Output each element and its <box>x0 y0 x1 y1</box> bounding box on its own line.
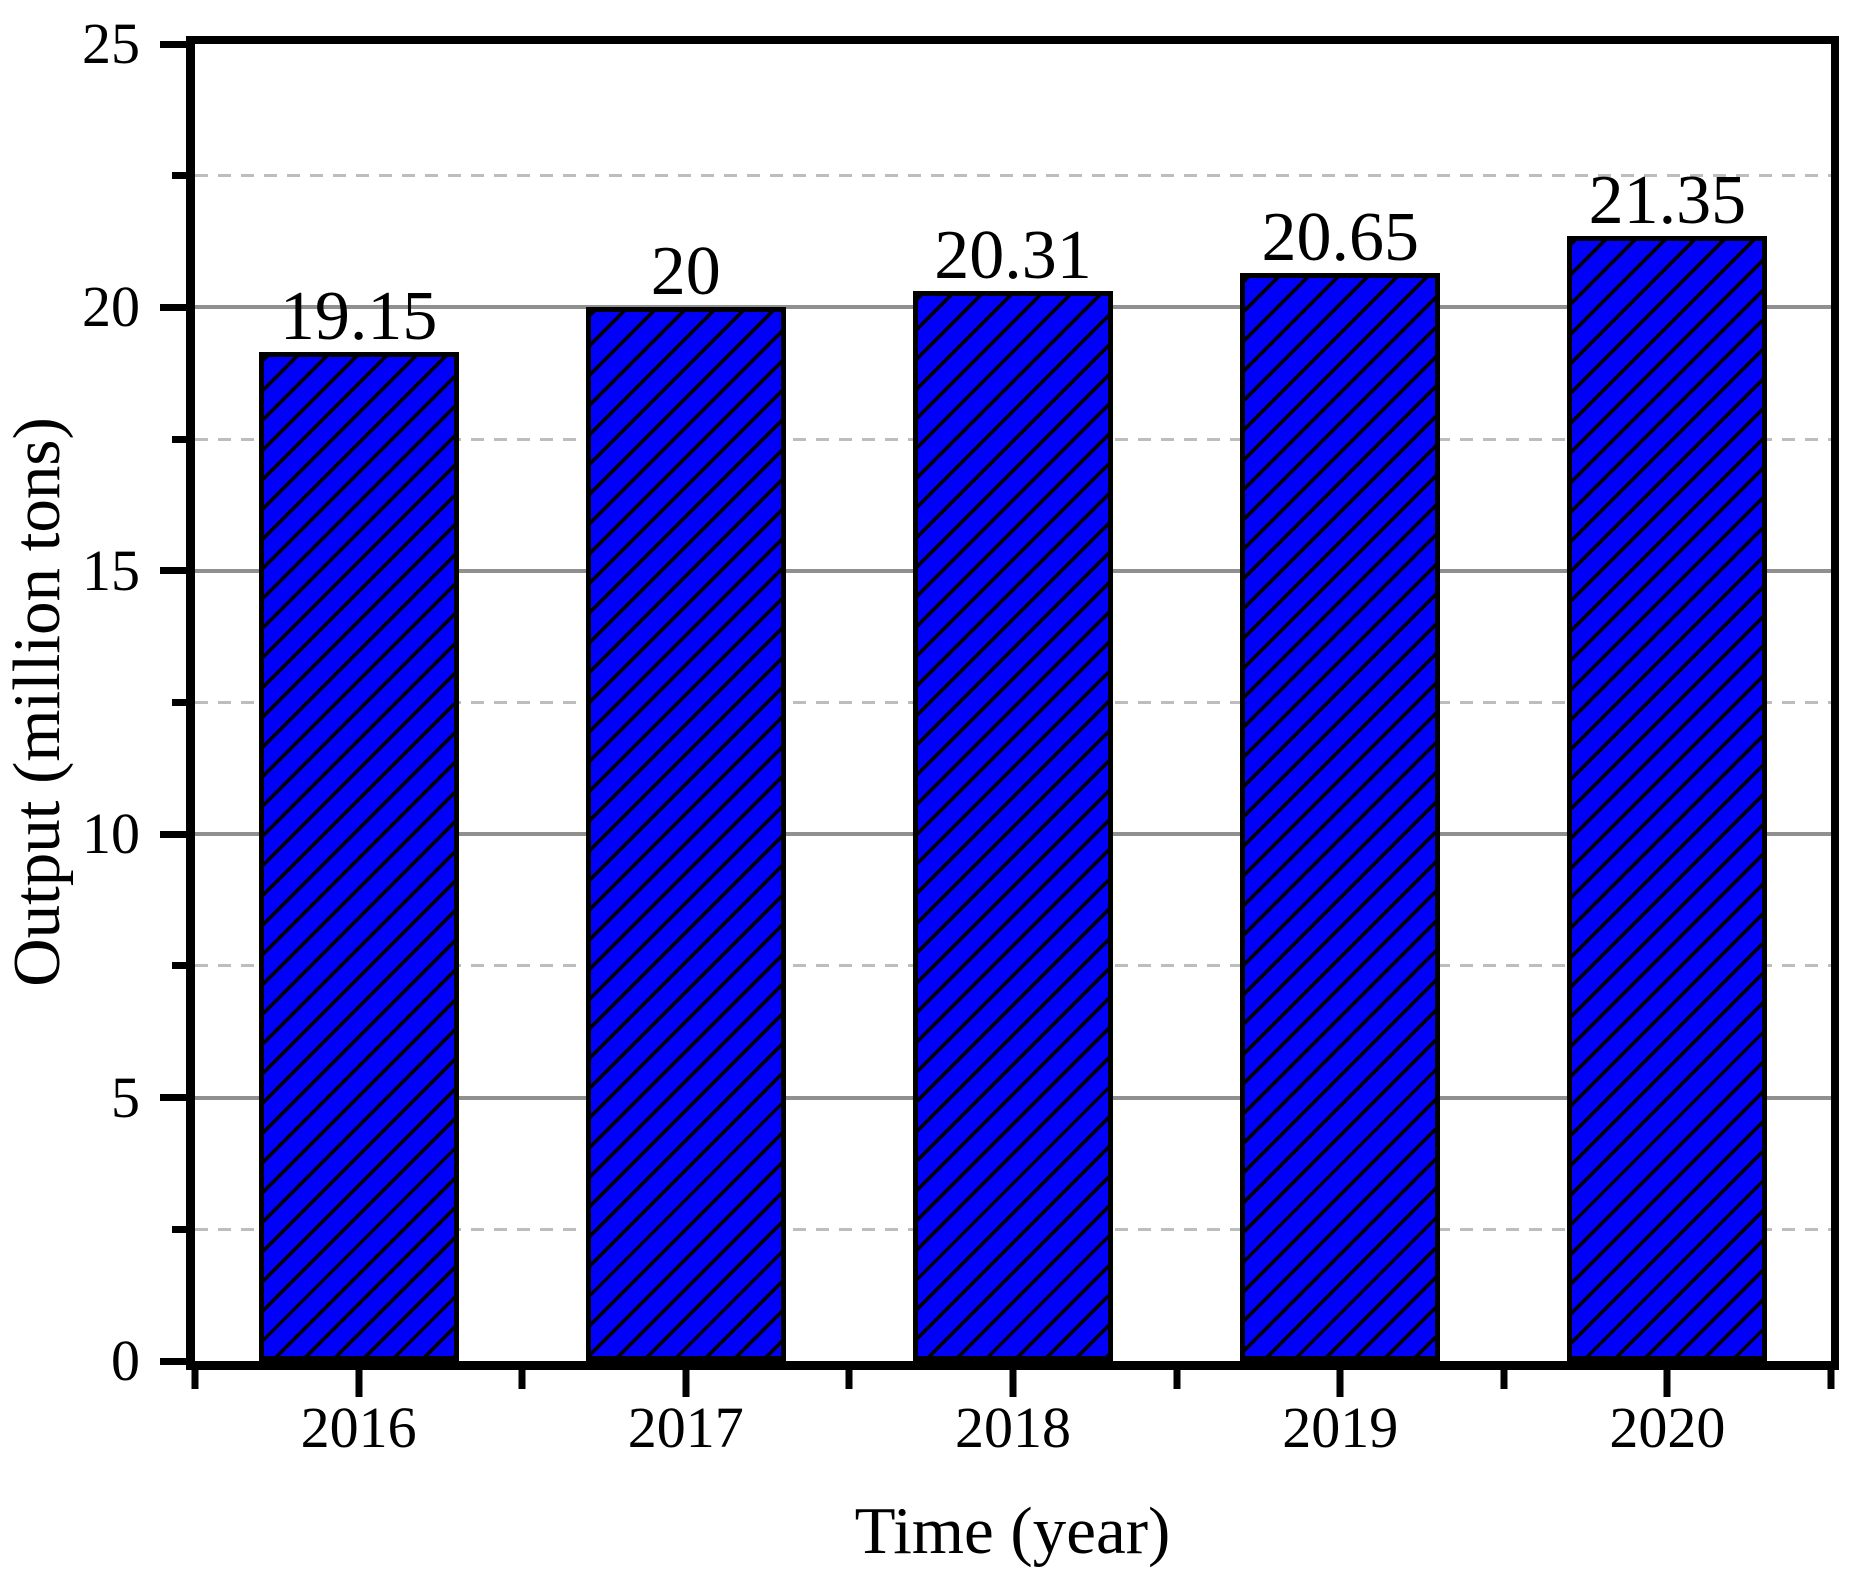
bar <box>1240 273 1441 1361</box>
x-axis-major-tick <box>682 1370 690 1397</box>
y-tick-label: 15 <box>82 537 140 603</box>
y-axis-minor-tick <box>172 1225 186 1233</box>
x-axis-title: Time (year) <box>854 1494 1171 1568</box>
minor-gridline <box>195 174 1831 178</box>
x-axis-minor-tick <box>191 1370 199 1389</box>
y-tick-label: 0 <box>111 1328 140 1393</box>
bar-value-label: 19.15 <box>279 278 438 356</box>
y-tick-label: 20 <box>82 274 140 340</box>
x-tick-label: 2020 <box>1609 1395 1726 1460</box>
x-axis-major-tick <box>1009 1370 1017 1397</box>
y-axis-major-tick <box>160 1357 186 1365</box>
x-tick-label: 2016 <box>300 1395 417 1460</box>
x-tick-label: 2018 <box>955 1395 1071 1460</box>
y-axis-minor-tick <box>172 962 186 970</box>
y-axis-major-tick <box>160 567 186 575</box>
bar <box>913 291 1113 1361</box>
x-axis-major-tick <box>355 1370 363 1397</box>
y-axis-title: Output (million tons) <box>0 417 74 987</box>
y-axis-minor-tick <box>172 435 186 443</box>
y-tick-label: 25 <box>82 11 140 76</box>
y-tick-label: 10 <box>82 801 140 867</box>
y-axis-minor-tick <box>172 699 186 706</box>
bar <box>258 352 459 1361</box>
x-axis-minor-tick <box>1827 1370 1835 1389</box>
y-axis-major-tick <box>160 830 186 838</box>
x-axis-major-tick <box>1336 1370 1344 1397</box>
bar-value-label: 21.35 <box>1588 162 1747 240</box>
x-axis-major-tick <box>1663 1370 1671 1397</box>
bar-value-label: 20 <box>650 233 721 311</box>
bar <box>585 307 786 1361</box>
y-axis-major-tick <box>160 1094 186 1102</box>
y-tick-label: 5 <box>111 1064 140 1130</box>
y-axis-major-tick <box>160 40 186 48</box>
plot-area: 0 5 10 15 20 25 19.15 2016 20 2017 20.31 2018 20.65 2… <box>82 15 1839 1457</box>
x-axis-minor-tick <box>1173 1370 1181 1389</box>
x-tick-label: 2017 <box>627 1395 744 1460</box>
y-axis-major-tick <box>160 303 186 311</box>
x-axis-minor-tick <box>518 1370 526 1389</box>
y-axis-minor-tick <box>172 172 186 180</box>
x-axis-minor-tick <box>845 1370 853 1389</box>
x-axis-minor-tick <box>1500 1370 1508 1389</box>
bar-value-label: 20.65 <box>1261 199 1419 277</box>
bar <box>1567 236 1768 1361</box>
x-tick-label: 2019 <box>1282 1395 1399 1460</box>
bar-value-label: 20.31 <box>934 217 1092 295</box>
